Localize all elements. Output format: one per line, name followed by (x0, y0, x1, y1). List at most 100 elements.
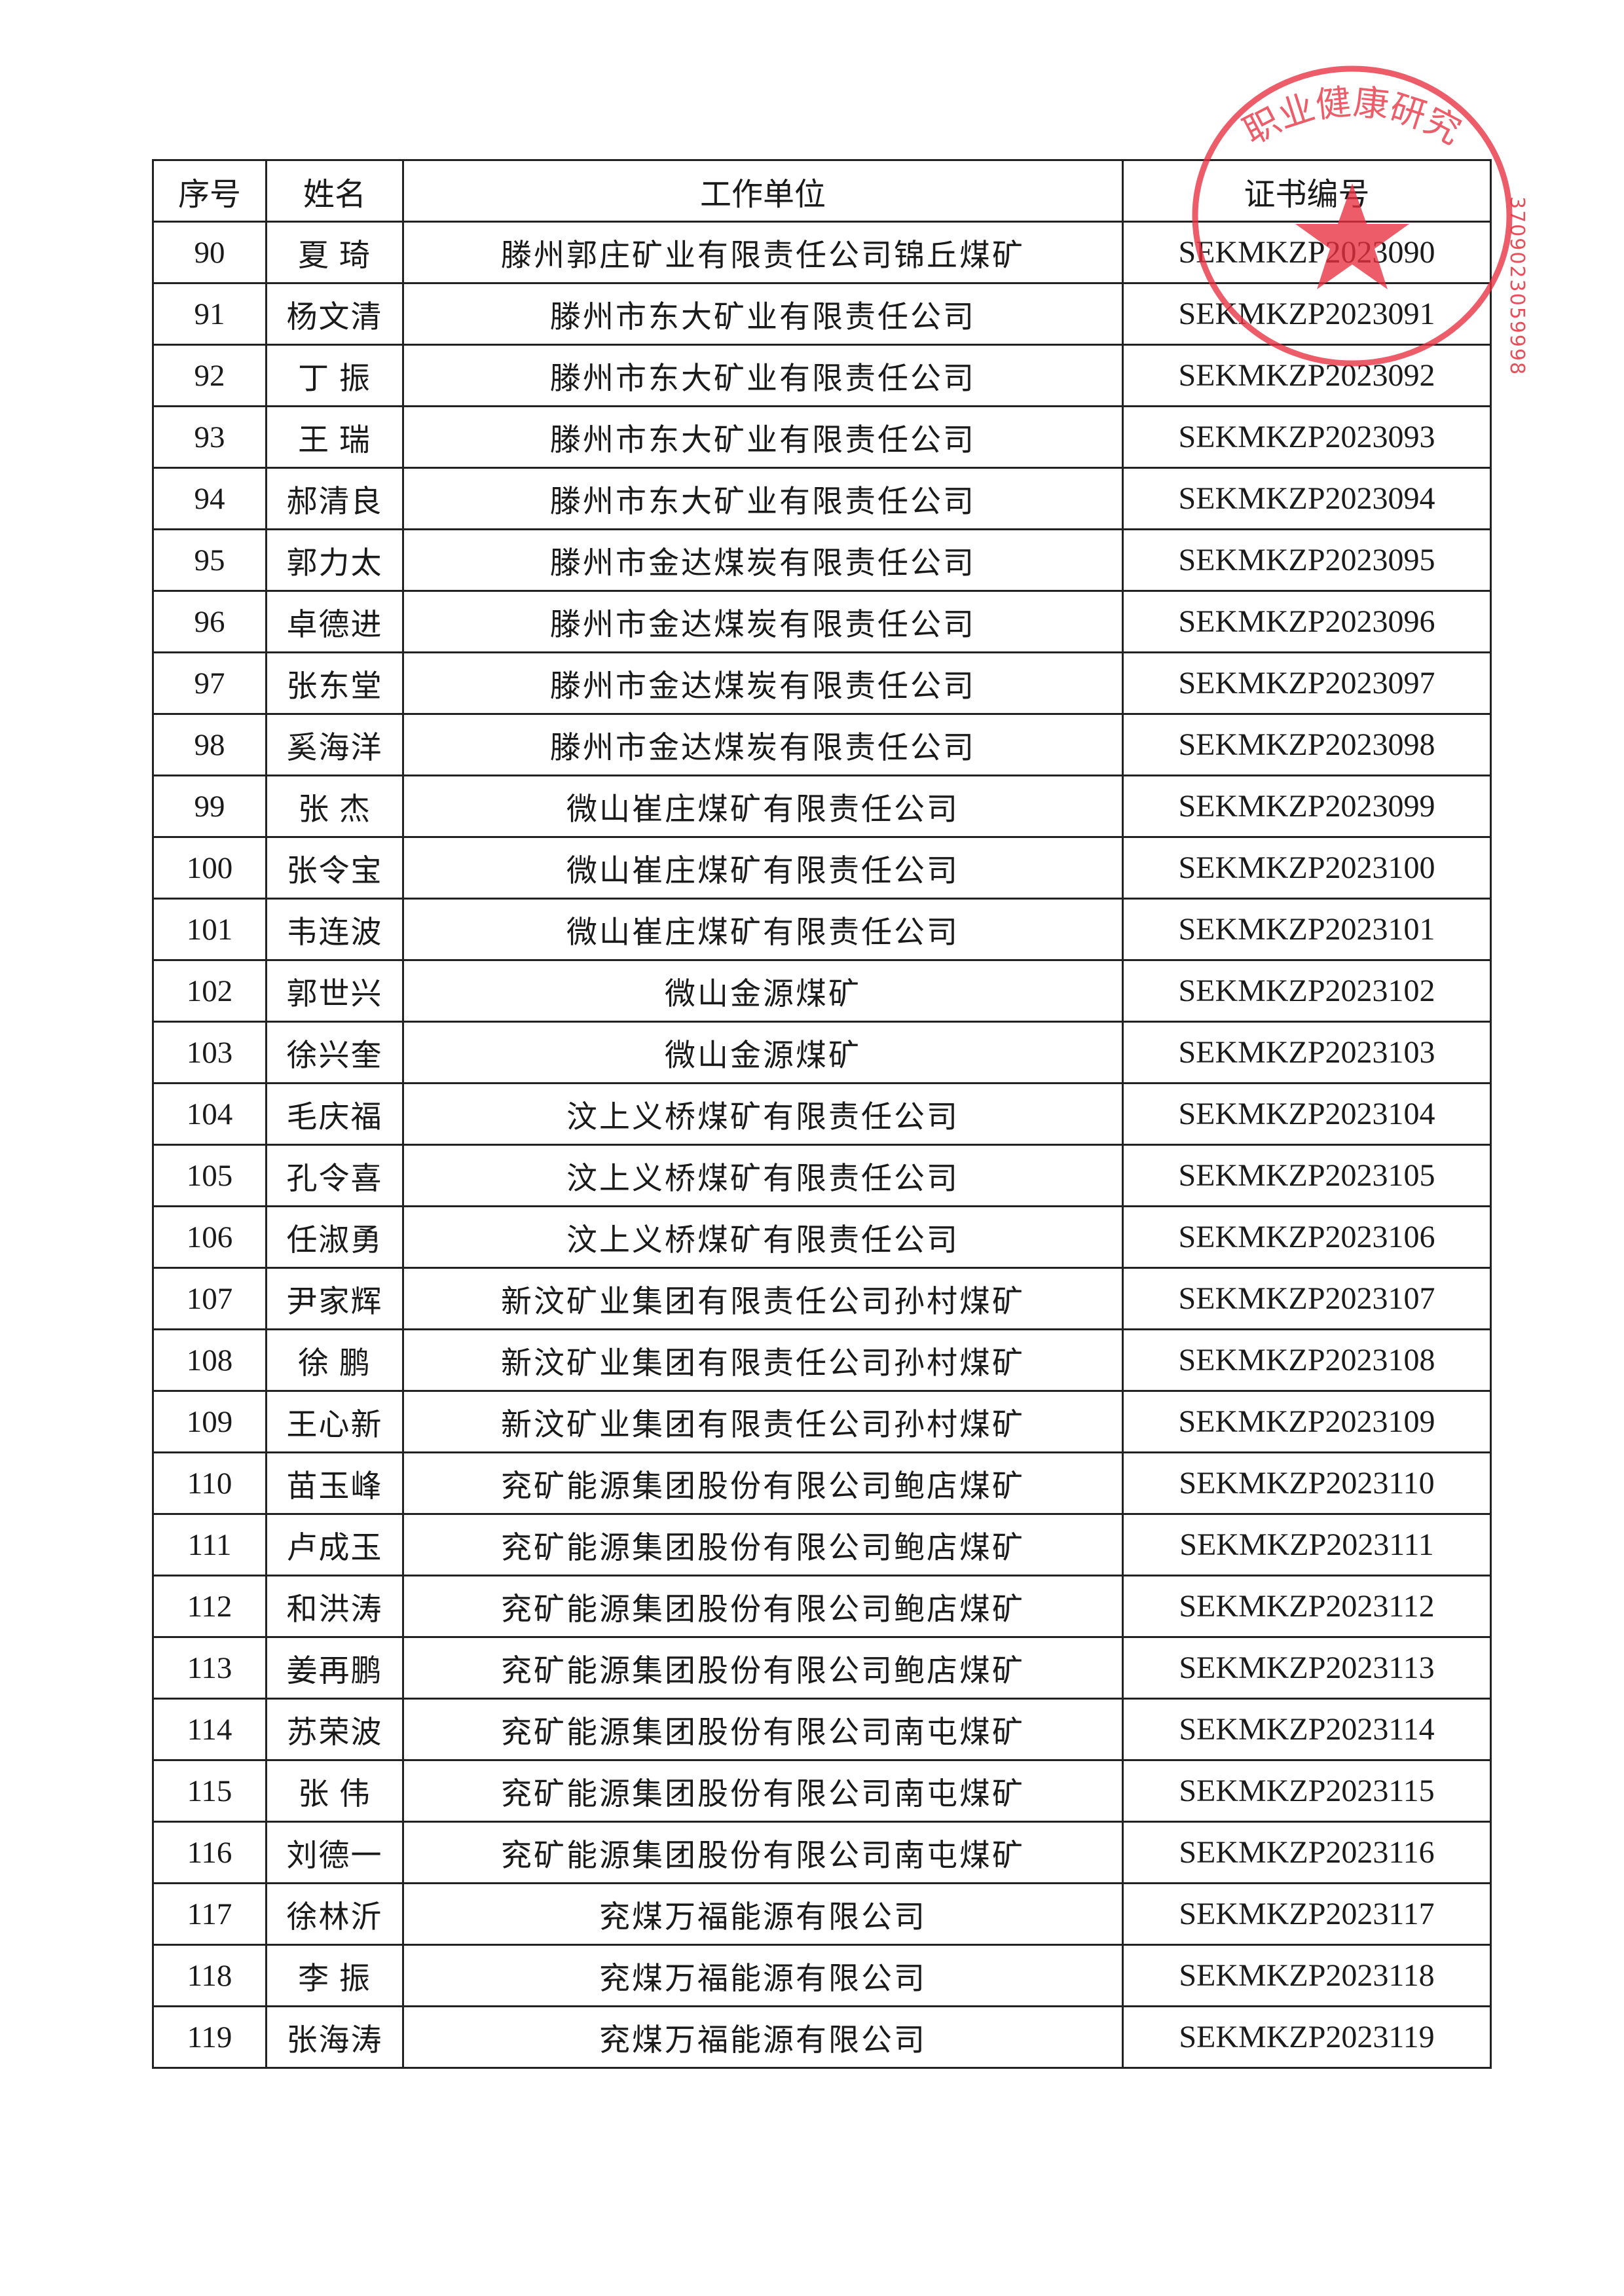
table-row: 92 丁 振滕州市东大矿业有限责任公司 SEKMKZP2023092 (152, 344, 1492, 407)
table-row: 111 卢成玉 兖矿能源集团股份有限公司鲍店煤矿 SEKMKZP2023111 (152, 1513, 1492, 1576)
row-index: 104 (152, 1082, 267, 1146)
row-index: 113 (152, 1636, 267, 1700)
certificate-number: SEKMKZP2023103 (1122, 1021, 1492, 1084)
row-index: 111 (152, 1513, 267, 1576)
person-name: 郭力太 (265, 528, 404, 592)
table-row: 91 杨文清 滕州市东大矿业有限责任公司 SEKMKZP2023091 (152, 282, 1492, 346)
employer: 滕州市金达煤炭有限责任公司 (402, 528, 1124, 592)
person-name: 卢成玉 (265, 1513, 404, 1576)
person-name: 毛庆福 (265, 1082, 404, 1146)
person-name: 尹家辉 (265, 1267, 404, 1330)
certificate-number: SEKMKZP2023100 (1122, 836, 1492, 900)
person-name: 李 振 (265, 1944, 404, 2007)
row-index: 92 (152, 344, 267, 407)
table-row: 106 任淑勇 汶上义桥煤矿有限责任公司 SEKMKZP2023106 (152, 1205, 1492, 1269)
row-index: 115 (152, 1759, 267, 1823)
table-row: 114 苏荣波 兖矿能源集团股份有限公司南屯煤矿 SEKMKZP2023114 (152, 1698, 1492, 1761)
person-name: 徐兴奎 (265, 1021, 404, 1084)
certificate-number: SEKMKZP2023105 (1122, 1144, 1492, 1207)
certificate-number: SEKMKZP2023102 (1122, 959, 1492, 1023)
certificate-number: SEKMKZP2023112 (1122, 1575, 1492, 1638)
certificate-number: SEKMKZP2023107 (1122, 1267, 1492, 1330)
person-name: 王 瑞 (265, 405, 404, 469)
table-row: 112 和洪涛 兖矿能源集团股份有限公司鲍店煤矿 SEKMKZP2023112 (152, 1575, 1492, 1638)
table-row: 94 郝清良 滕州市东大矿业有限责任公司 SEKMKZP2023094 (152, 467, 1492, 530)
person-name: 徐 鹏 (265, 1328, 404, 1392)
stamp-number: 3709023059998 (1505, 196, 1528, 376)
row-index: 99 (152, 774, 267, 838)
row-index: 119 (152, 2005, 267, 2069)
certificate-number: SEKMKZP2023093 (1122, 405, 1492, 469)
stamp-text: 职业健康研究 (1237, 81, 1468, 153)
employer: 微山金源煤矿 (402, 959, 1124, 1023)
row-index: 112 (152, 1575, 267, 1638)
table-row: 104 毛庆福 汶上义桥煤矿有限责任公司 SEKMKZP2023104 (152, 1082, 1492, 1146)
employer: 兖矿能源集团股份有限公司鲍店煤矿 (402, 1636, 1124, 1700)
employer: 微山崔庄煤矿有限责任公司 (402, 836, 1124, 900)
employer: 新汶矿业集团有限责任公司孙村煤矿 (402, 1267, 1124, 1330)
person-name: 徐林沂 (265, 1882, 404, 1946)
table-header-row: 序号 姓名 工作单位 证书编号 (152, 159, 1492, 223)
row-index: 107 (152, 1267, 267, 1330)
table-row: 108 徐 鹏新汶矿业集团有限责任公司孙村煤矿 SEKMKZP2023108 (152, 1328, 1492, 1392)
employer: 滕州市金达煤炭有限责任公司 (402, 651, 1124, 715)
row-index: 105 (152, 1144, 267, 1207)
certificate-number: SEKMKZP2023118 (1122, 1944, 1492, 2007)
row-index: 93 (152, 405, 267, 469)
employer: 兖煤万福能源有限公司 (402, 1944, 1124, 2007)
certificate-number: SEKMKZP2023094 (1122, 467, 1492, 530)
employer: 兖矿能源集团股份有限公司鲍店煤矿 (402, 1575, 1124, 1638)
person-name: 苏荣波 (265, 1698, 404, 1761)
table-row: 118 李 振兖煤万福能源有限公司 SEKMKZP2023118 (152, 1944, 1492, 2007)
certificate-number: SEKMKZP2023108 (1122, 1328, 1492, 1392)
row-index: 96 (152, 590, 267, 653)
employer: 滕州市东大矿业有限责任公司 (402, 282, 1124, 346)
employer: 滕州市金达煤炭有限责任公司 (402, 590, 1124, 653)
table-row: 90 夏 琦滕州郭庄矿业有限责任公司锦丘煤矿 SEKMKZP2023090 (152, 221, 1492, 284)
row-index: 114 (152, 1698, 267, 1761)
table-row: 117 徐林沂 兖煤万福能源有限公司 SEKMKZP2023117 (152, 1882, 1492, 1946)
employer: 微山崔庄煤矿有限责任公司 (402, 774, 1124, 838)
employer: 兖矿能源集团股份有限公司鲍店煤矿 (402, 1451, 1124, 1515)
row-index: 110 (152, 1451, 267, 1515)
employer: 新汶矿业集团有限责任公司孙村煤矿 (402, 1390, 1124, 1453)
employer: 兖矿能源集团股份有限公司南屯煤矿 (402, 1698, 1124, 1761)
person-name: 张令宝 (265, 836, 404, 900)
header-employer: 工作单位 (402, 159, 1124, 223)
person-name: 杨文清 (265, 282, 404, 346)
certificate-number: SEKMKZP2023113 (1122, 1636, 1492, 1700)
certificate-number: SEKMKZP2023109 (1122, 1390, 1492, 1453)
person-name: 奚海洋 (265, 713, 404, 776)
row-index: 109 (152, 1390, 267, 1453)
row-index: 98 (152, 713, 267, 776)
person-name: 姜再鹏 (265, 1636, 404, 1700)
person-name: 张东堂 (265, 651, 404, 715)
table-row: 113 姜再鹏 兖矿能源集团股份有限公司鲍店煤矿 SEKMKZP2023113 (152, 1636, 1492, 1700)
table-row: 103 徐兴奎 微山金源煤矿 SEKMKZP2023103 (152, 1021, 1492, 1084)
row-index: 117 (152, 1882, 267, 1946)
employer: 兖矿能源集团股份有限公司鲍店煤矿 (402, 1513, 1124, 1576)
employer: 微山金源煤矿 (402, 1021, 1124, 1084)
table-row: 116 刘德一 兖矿能源集团股份有限公司南屯煤矿 SEKMKZP2023116 (152, 1821, 1492, 1884)
person-name: 夏 琦 (265, 221, 404, 284)
certificate-number: SEKMKZP2023115 (1122, 1759, 1492, 1823)
table-row: 98 奚海洋 滕州市金达煤炭有限责任公司 SEKMKZP2023098 (152, 713, 1492, 776)
row-index: 90 (152, 221, 267, 284)
employer: 汶上义桥煤矿有限责任公司 (402, 1205, 1124, 1269)
person-name: 郭世兴 (265, 959, 404, 1023)
person-name: 刘德一 (265, 1821, 404, 1884)
certificate-number: SEKMKZP2023099 (1122, 774, 1492, 838)
employer: 滕州郭庄矿业有限责任公司锦丘煤矿 (402, 221, 1124, 284)
certificate-number: SEKMKZP2023101 (1122, 898, 1492, 961)
certificate-number: SEKMKZP2023096 (1122, 590, 1492, 653)
table-row: 115 张 伟兖矿能源集团股份有限公司南屯煤矿 SEKMKZP2023115 (152, 1759, 1492, 1823)
person-name: 张 杰 (265, 774, 404, 838)
table-row: 96 卓德进 滕州市金达煤炭有限责任公司 SEKMKZP2023096 (152, 590, 1492, 653)
table-row: 95 郭力太 滕州市金达煤炭有限责任公司 SEKMKZP2023095 (152, 528, 1492, 592)
header-name: 姓名 (265, 159, 404, 223)
certificate-number: SEKMKZP2023106 (1122, 1205, 1492, 1269)
employer: 滕州市东大矿业有限责任公司 (402, 405, 1124, 469)
certificate-number: SEKMKZP2023092 (1122, 344, 1492, 407)
table-row: 97 张东堂 滕州市金达煤炭有限责任公司 SEKMKZP2023097 (152, 651, 1492, 715)
row-index: 100 (152, 836, 267, 900)
